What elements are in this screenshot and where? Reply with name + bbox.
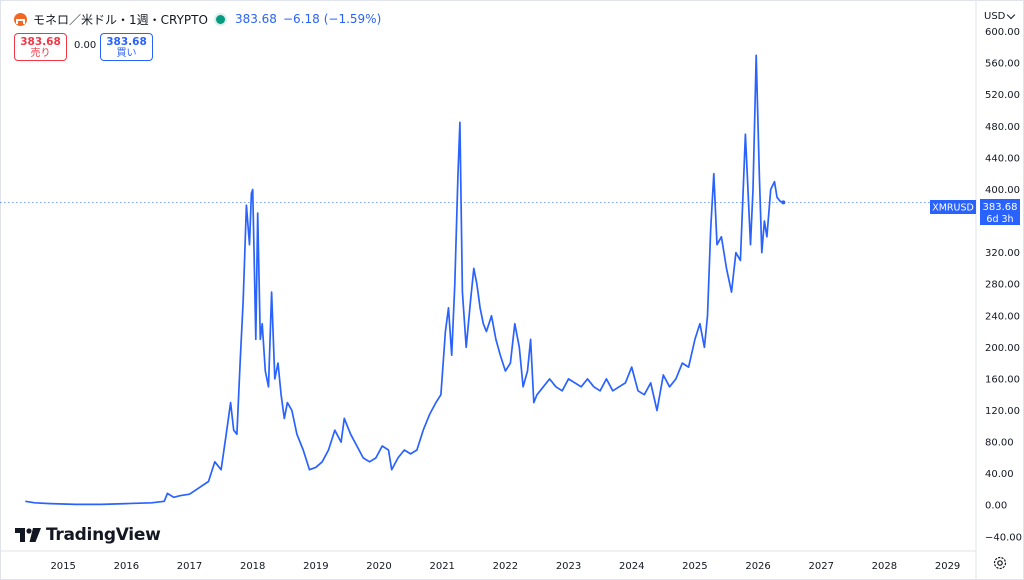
sell-label: 売り	[30, 48, 51, 59]
time-axis[interactable]: 2015 2016 2017 2018 2019 2020 2021 2022 2023 2024…	[50, 561, 960, 572]
y-tick-label: 280.00	[985, 280, 1020, 291]
price-change-percent: (−1.59%)	[323, 12, 382, 26]
price-tag-label: XMRUSD	[932, 203, 974, 214]
x-tick-label: 2016	[114, 561, 139, 572]
monero-logo-icon	[14, 12, 27, 26]
tradingview-logo-text: TradingView	[46, 525, 161, 545]
x-tick-label: 2024	[619, 561, 644, 572]
gear-icon[interactable]	[992, 555, 1008, 571]
x-tick-label: 2020	[366, 561, 391, 572]
y-tick-label: 400.00	[985, 185, 1020, 196]
y-tick-label: 0.00	[985, 501, 1007, 512]
y-tick-label: 440.00	[985, 153, 1020, 164]
x-tick-label: 2027	[809, 561, 834, 572]
spread-value: 0.00	[74, 40, 97, 51]
y-tick-label: 520.00	[985, 90, 1020, 101]
y-tick-label: 600.00	[985, 27, 1020, 38]
x-tick-label: 2022	[493, 561, 518, 572]
x-tick-label: 2019	[303, 561, 328, 572]
y-tick-label: 120.00	[985, 406, 1020, 417]
buy-price: 383.68	[106, 36, 147, 48]
tradingview-logo[interactable]: TradingView	[10, 523, 165, 547]
sell-price: 383.68	[20, 36, 61, 48]
y-tick-label: 200.00	[985, 343, 1020, 354]
currency-label: USD	[984, 11, 1006, 22]
x-tick-label: 2029	[935, 561, 960, 572]
x-tick-label: 2015	[50, 561, 75, 572]
y-tick-label: 560.00	[985, 59, 1020, 70]
last-price: 383.68	[234, 12, 277, 26]
currency-select[interactable]: USD	[984, 10, 1016, 22]
price-tag-countdown: 6d 3h	[986, 214, 1013, 225]
x-tick-label: 2025	[682, 561, 707, 572]
symbol-title[interactable]: モネロ／米ドル・1週・CRYPTO	[33, 12, 208, 27]
x-tick-label: 2018	[240, 561, 265, 572]
tradingview-logo-icon	[15, 528, 41, 542]
price-change: −6.18	[282, 12, 320, 26]
symbol-header: モネロ／米ドル・1週・CRYPTO 383.68 −6.18 (−1.59%)	[14, 9, 381, 29]
price-series-line	[25, 54, 784, 506]
x-tick-label: 2023	[556, 561, 581, 572]
price-tag-value-bg	[980, 199, 1020, 225]
buy-button[interactable]: 383.68 買い	[100, 33, 153, 61]
sell-button[interactable]: 383.68 売り	[14, 33, 67, 61]
price-tag-label-bg	[930, 200, 976, 214]
y-tick-label: 480.00	[985, 122, 1020, 133]
x-tick-label: 2026	[745, 561, 770, 572]
buy-label: 買い	[116, 48, 137, 59]
y-tick-label: 40.00	[985, 469, 1014, 480]
y-tick-label: 320.00	[985, 248, 1020, 259]
market-status-icon[interactable]	[215, 14, 225, 24]
price-tag-value: 383.68	[983, 202, 1018, 213]
y-tick-label: −40.00	[985, 532, 1022, 543]
y-tick-label: 160.00	[985, 374, 1020, 385]
x-tick-label: 2028	[872, 561, 897, 572]
y-tick-label: 80.00	[985, 438, 1014, 449]
price-axis[interactable]: 600.00560.00520.00480.00440.00400.00360.…	[985, 27, 1022, 543]
x-tick-label: 2021	[429, 561, 454, 572]
chevron-down-icon	[1007, 10, 1016, 20]
last-price-point	[781, 200, 786, 205]
x-tick-label: 2017	[177, 561, 202, 572]
price-tag: XMRUSD 383.68 6d 3h	[930, 199, 1020, 225]
y-tick-label: 240.00	[985, 311, 1020, 322]
